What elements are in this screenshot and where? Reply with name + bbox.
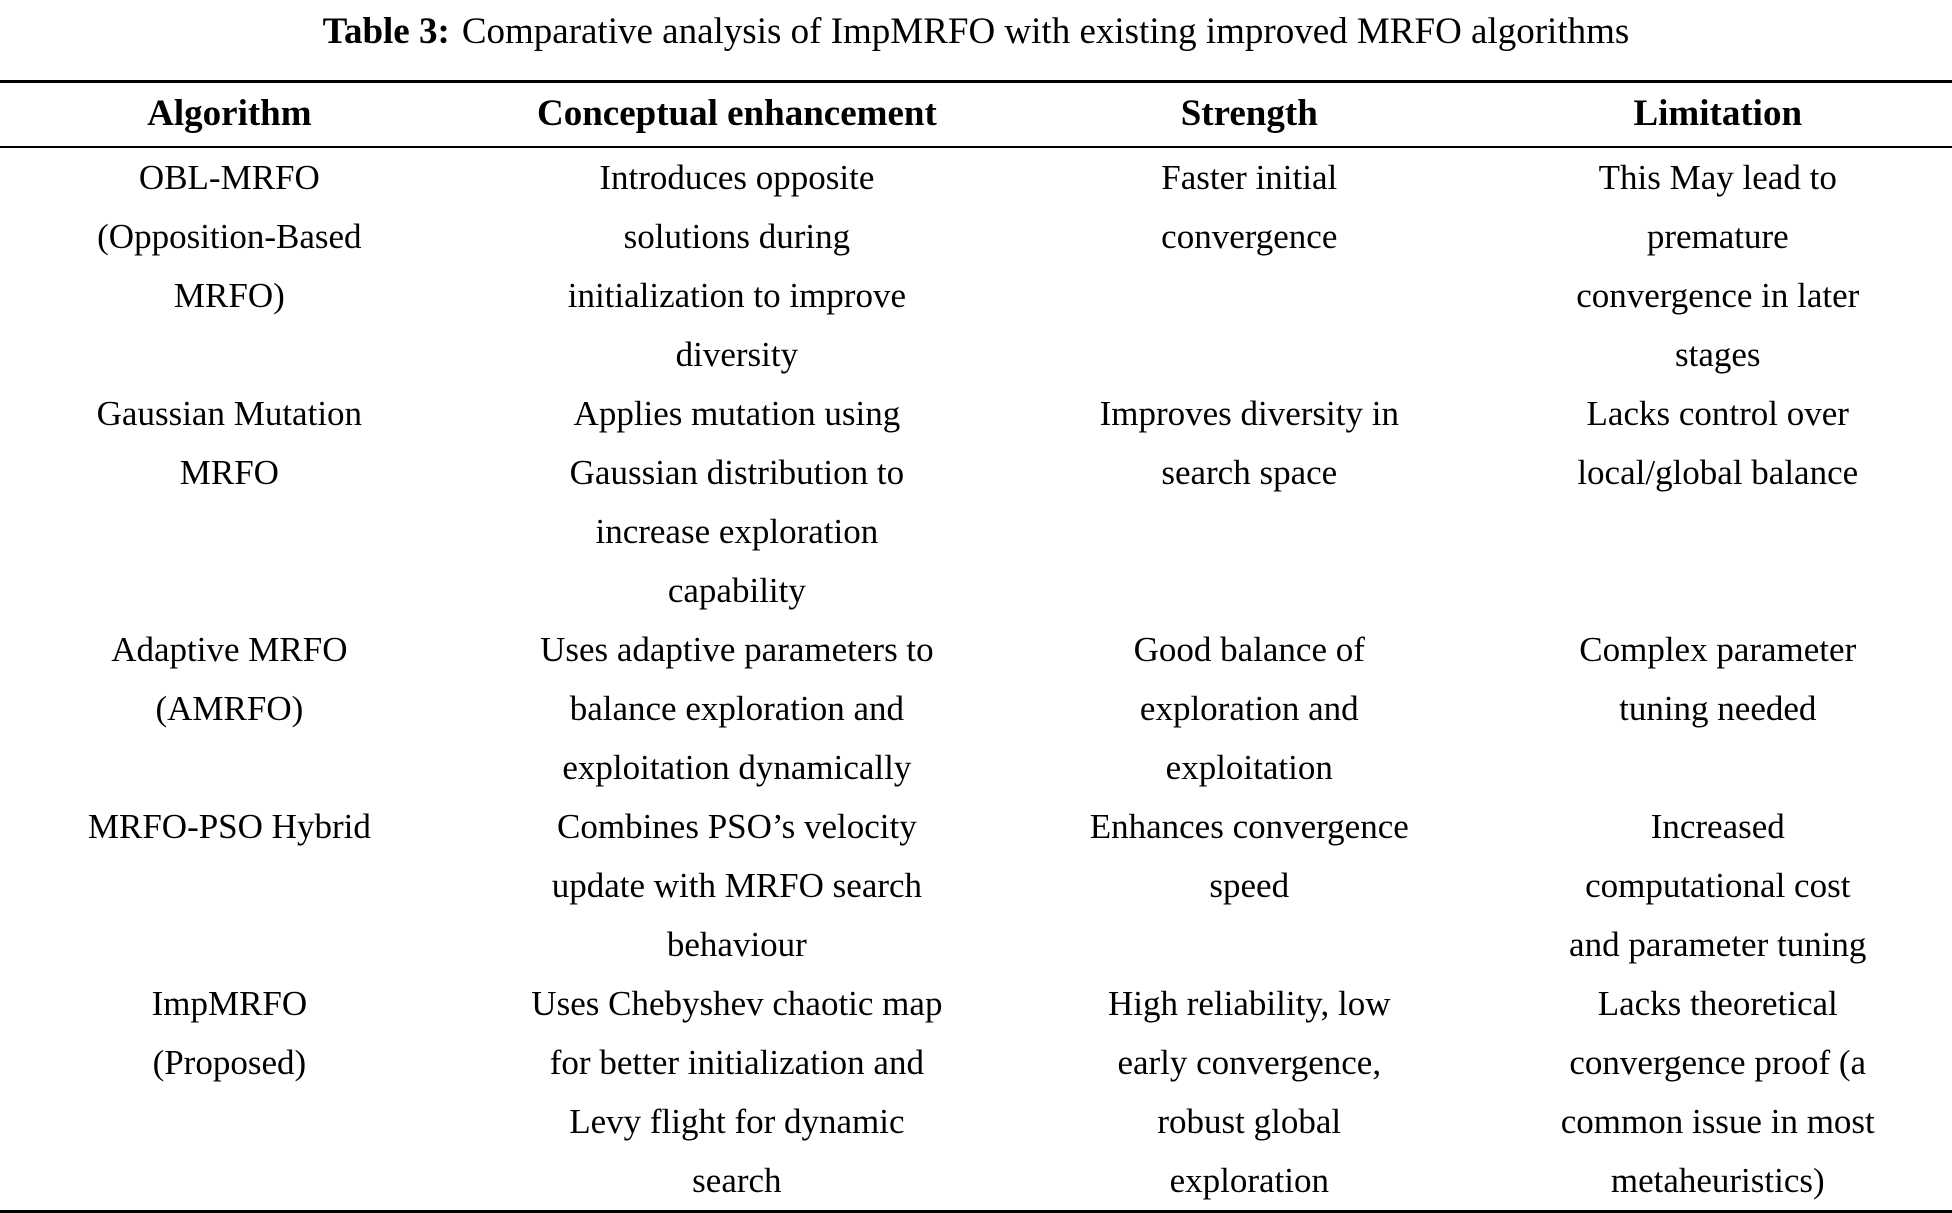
cell-algorithm: Adaptive MRFO (AMRFO) (111, 630, 348, 729)
column-header-algorithm: Algorithm (0, 81, 459, 149)
table-caption-label: Table 3: (322, 11, 450, 52)
cell-limitation: This May lead to premature convergence i… (1576, 158, 1860, 375)
cell-conceptual-enhancement: Uses Chebyshev chaotic map for better in… (531, 984, 943, 1201)
cell-algorithm: Gaussian Mutation MRFO (96, 394, 363, 493)
table-caption-text: Comparative analysis of ImpMRFO with exi… (461, 11, 1630, 52)
cell-algorithm: OBL-MRFO (Opposition-Based MRFO) (97, 158, 362, 316)
cell-strength: Good balance of exploration and exploita… (1133, 630, 1365, 788)
cell-conceptual-enhancement: Applies mutation using Gaussian distribu… (569, 394, 905, 611)
cell-strength: High reliability, low early convergence,… (1107, 984, 1391, 1201)
cell-limitation: Complex parameter tuning needed (1579, 630, 1857, 729)
cell-algorithm: MRFO-PSO Hybrid (87, 807, 371, 847)
table-row-gaussian-mutation-mrfo: Gaussian Mutation MRFO Applies mutation … (0, 384, 1952, 620)
cell-algorithm: ImpMRFO (Proposed) (151, 984, 308, 1083)
cell-conceptual-enhancement: Uses adaptive parameters to balance expl… (540, 630, 934, 788)
cell-strength: Enhances convergence speed (1089, 807, 1409, 906)
cell-conceptual-enhancement: Introduces opposite solutions during ini… (567, 158, 906, 375)
cell-limitation: Lacks control over local/global balance (1577, 394, 1859, 493)
cell-strength: Improves diversity in search space (1099, 394, 1399, 493)
cell-limitation: Increased computational cost and paramet… (1569, 807, 1867, 965)
comparison-table: Algorithm Conceptual enhancement Strengt… (0, 80, 1952, 1213)
cell-limitation: Lacks theoretical convergence proof (a c… (1560, 984, 1875, 1201)
column-header-strength: Strength (1015, 81, 1484, 149)
column-header-conceptual-enhancement: Conceptual enhancement (458, 81, 1016, 149)
cell-conceptual-enhancement: Combines PSO’s velocity update with MRFO… (551, 807, 923, 965)
table-row-adaptive-mrfo: Adaptive MRFO (AMRFO) Uses adaptive para… (0, 620, 1952, 797)
header-row: Algorithm Conceptual enhancement Strengt… (0, 81, 1952, 149)
table-caption: Table 3: Comparative analysis of ImpMRFO … (0, 0, 1952, 56)
table-row-mrfo-pso-hybrid: MRFO-PSO Hybrid Combines PSO’s velocity … (0, 797, 1952, 974)
column-header-limitation: Limitation (1483, 81, 1952, 149)
table-row-obl-mrfo: OBL-MRFO (Opposition-Based MRFO) Introdu… (0, 147, 1952, 384)
cell-strength: Faster initial convergence (1161, 158, 1338, 257)
table-row-impmrfo-proposed: ImpMRFO (Proposed) Uses Chebyshev chaoti… (0, 974, 1952, 1212)
